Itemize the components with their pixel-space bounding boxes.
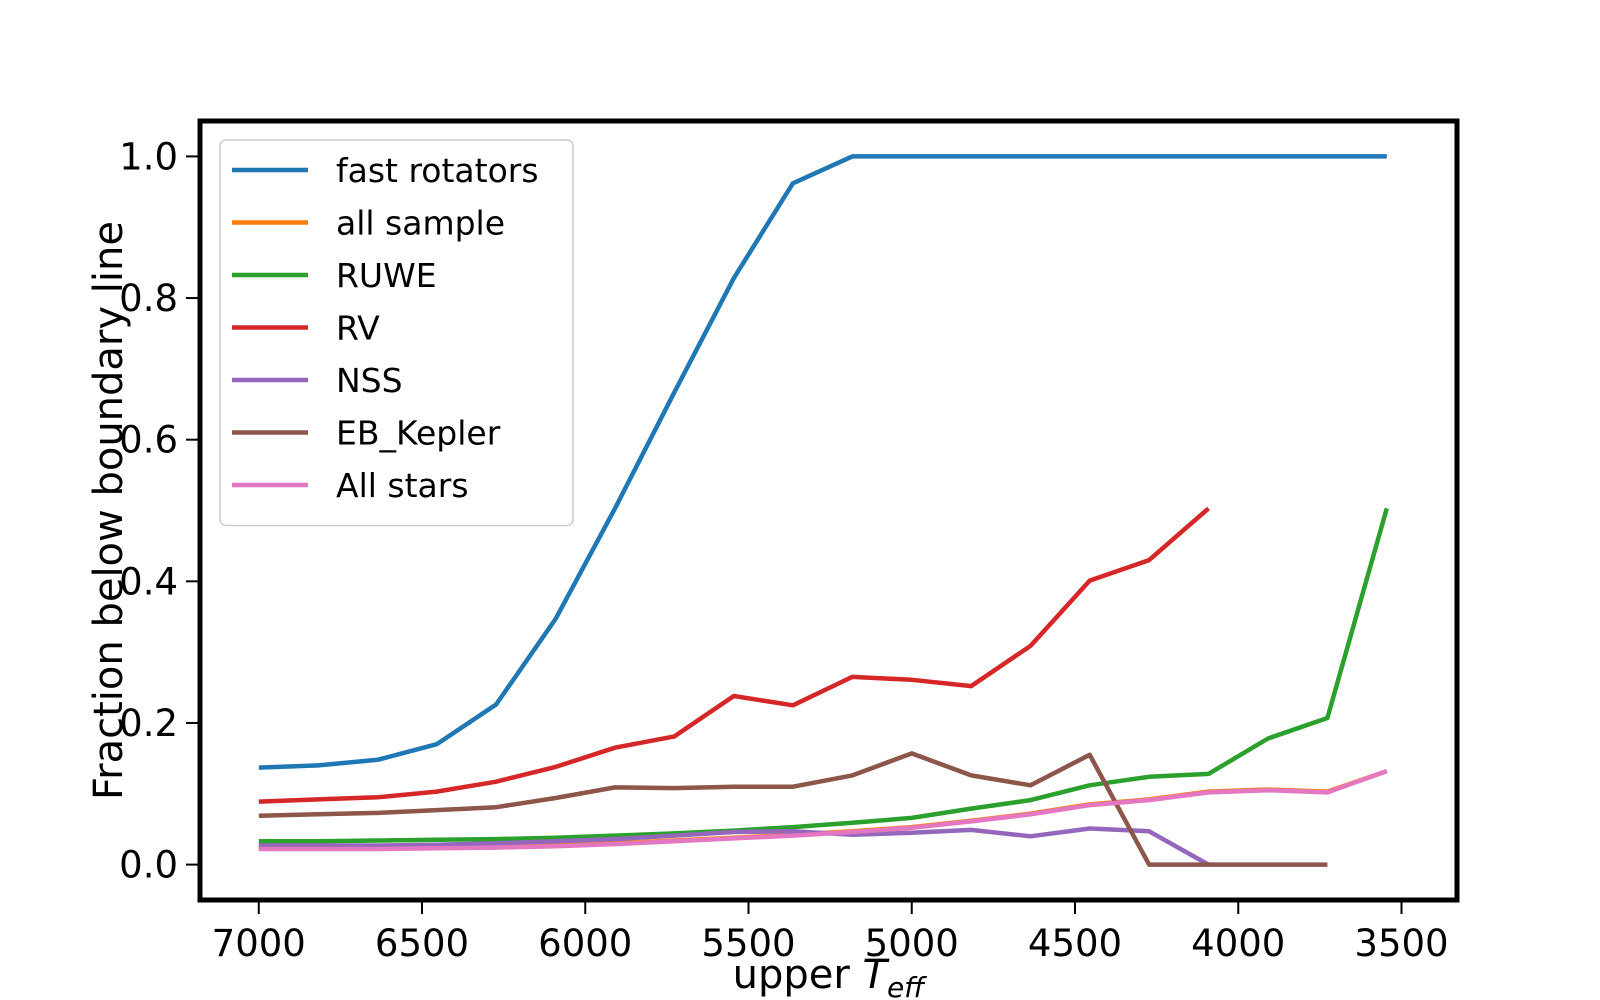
y-tick-label: 0.2 [119, 702, 178, 745]
x-axis-label-subscript: eff [887, 971, 927, 1000]
y-axis-ticks: 0.0 0.2 0.4 0.6 0.8 1.0 [119, 135, 198, 887]
x-axis-label-math: T [863, 952, 891, 998]
legend-label: RV [336, 309, 380, 348]
series-layer [258, 154, 1389, 867]
y-tick-label: 0.0 [119, 844, 178, 887]
legend: fast rotators all sample RUWE RV NSS EB_Keple… [219, 139, 574, 527]
y-axis-label: Fraction below boundary line [86, 221, 132, 800]
series-line-rv [258, 506, 1210, 804]
x-axis-label-text: upper [733, 952, 863, 998]
legend-label: fast rotators [336, 151, 539, 190]
x-tick-label: 6000 [538, 922, 632, 965]
legend-label: all sample [336, 204, 505, 243]
x-tick-label: 4000 [1191, 922, 1285, 965]
series-line-ruwe [258, 507, 1389, 844]
x-tick-label: 5000 [865, 922, 959, 965]
x-tick-label: 5500 [701, 922, 795, 965]
legend-label: NSS [336, 361, 403, 400]
legend-label: EB_Kepler [336, 414, 501, 453]
series-line-all-stars [258, 768, 1388, 852]
series-line-nss [258, 826, 1210, 867]
legend-label: All stars [336, 466, 469, 505]
y-tick-label: 1.0 [119, 135, 178, 178]
y-tick-label: 0.6 [119, 419, 178, 462]
legend-label: RUWE [336, 256, 437, 295]
y-tick-label: 0.8 [119, 277, 178, 320]
series-line-eb-kepler [258, 751, 1328, 867]
x-axis-label: upper Teff [733, 952, 928, 1000]
x-tick-label: 3500 [1354, 922, 1448, 965]
x-axis-ticks: 7000 6500 6000 5500 5000 4500 4000 3500 [212, 902, 1449, 965]
y-tick-label: 0.4 [119, 560, 178, 603]
plot-frame [197, 118, 1460, 903]
x-tick-label: 4500 [1028, 922, 1122, 965]
series-line-fast-rotators [258, 154, 1387, 770]
x-tick-label: 7000 [212, 922, 306, 965]
legend-box [219, 139, 574, 527]
x-tick-label: 6500 [375, 922, 469, 965]
